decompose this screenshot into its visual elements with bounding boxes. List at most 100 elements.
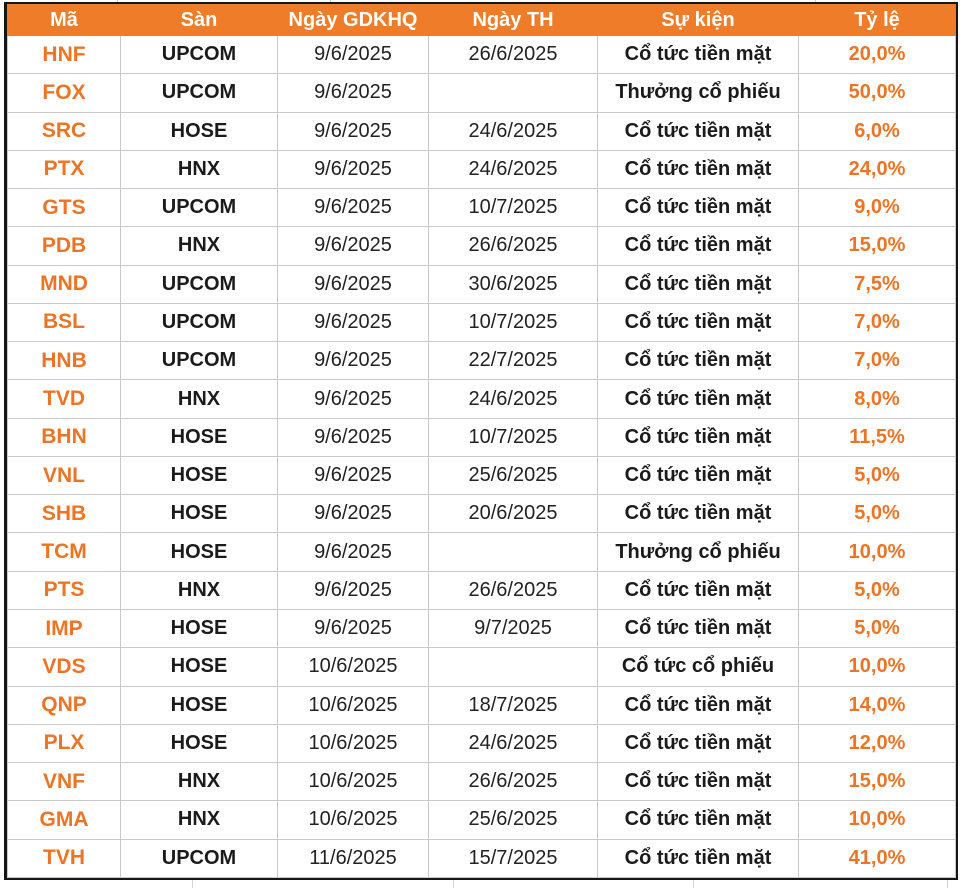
cell-exchange[interactable]: UPCOM	[120, 188, 278, 228]
cell-code[interactable]: SHB	[7, 494, 121, 534]
cell-ex_date[interactable]: 11/6/2025	[277, 838, 429, 879]
cell-ratio[interactable]: 9,0%	[798, 188, 956, 228]
cell-code[interactable]: PLX	[7, 723, 121, 764]
cell-exchange[interactable]: UPCOM	[120, 73, 278, 113]
cell-event[interactable]: Cổ tức cổ phiếu	[597, 647, 799, 687]
cell-event[interactable]: Thưởng cổ phiếu	[597, 73, 799, 113]
cell-event[interactable]: Cổ tức tiền mặt	[597, 264, 799, 304]
cell-event[interactable]: Cổ tức tiền mặt	[597, 417, 799, 457]
cell-ratio[interactable]: 14,0%	[798, 685, 956, 725]
cell-event[interactable]: Cổ tức tiền mặt	[597, 762, 799, 802]
cell-code[interactable]: VNL	[7, 455, 121, 496]
cell-code[interactable]: SRC	[7, 111, 121, 151]
cell-th_date[interactable]: 26/6/2025	[428, 762, 598, 802]
cell-ex_date[interactable]: 9/6/2025	[277, 417, 429, 457]
cell-ex_date[interactable]: 9/6/2025	[277, 570, 429, 610]
cell-ratio[interactable]: 15,0%	[798, 762, 956, 802]
cell-ratio[interactable]: 5,0%	[798, 455, 956, 496]
cell-code[interactable]: IMP	[7, 608, 121, 649]
cell-code[interactable]: VNF	[7, 762, 121, 802]
cell-event[interactable]: Cổ tức tiền mặt	[597, 608, 799, 649]
cell-code[interactable]: PTS	[7, 570, 121, 610]
cell-ratio[interactable]: 24,0%	[798, 149, 956, 190]
cell-exchange[interactable]: HNX	[120, 379, 278, 419]
column-header-th_date[interactable]: Ngày TH	[428, 4, 598, 36]
cell-th_date[interactable]: 24/6/2025	[428, 723, 598, 764]
cell-th_date[interactable]: 26/6/2025	[428, 570, 598, 610]
cell-th_date[interactable]: 10/7/2025	[428, 302, 598, 343]
cell-event[interactable]: Cổ tức tiền mặt	[597, 494, 799, 534]
cell-th_date[interactable]	[428, 532, 598, 572]
cell-ex_date[interactable]: 10/6/2025	[277, 723, 429, 764]
cell-ex_date[interactable]: 10/6/2025	[277, 800, 429, 840]
cell-th_date[interactable]: 24/6/2025	[428, 149, 598, 190]
cell-code[interactable]: TCM	[7, 532, 121, 572]
cell-ratio[interactable]: 5,0%	[798, 608, 956, 649]
cell-ratio[interactable]: 20,0%	[798, 34, 956, 75]
cell-ratio[interactable]: 8,0%	[798, 379, 956, 419]
cell-event[interactable]: Cổ tức tiền mặt	[597, 800, 799, 840]
cell-ratio[interactable]: 10,0%	[798, 532, 956, 572]
column-header-ex_date[interactable]: Ngày GDKHQ	[277, 4, 429, 36]
cell-ex_date[interactable]: 9/6/2025	[277, 532, 429, 572]
cell-exchange[interactable]: HNX	[120, 800, 278, 840]
cell-th_date[interactable]	[428, 647, 598, 687]
cell-code[interactable]: FOX	[7, 73, 121, 113]
cell-event[interactable]: Cổ tức tiền mặt	[597, 149, 799, 190]
cell-exchange[interactable]: HNX	[120, 570, 278, 610]
cell-ratio[interactable]: 10,0%	[798, 800, 956, 840]
cell-th_date[interactable]: 30/6/2025	[428, 264, 598, 304]
cell-ratio[interactable]: 50,0%	[798, 73, 956, 113]
cell-ex_date[interactable]: 9/6/2025	[277, 264, 429, 304]
cell-exchange[interactable]: UPCOM	[120, 838, 278, 879]
cell-code[interactable]: GTS	[7, 188, 121, 228]
cell-exchange[interactable]: HOSE	[120, 532, 278, 572]
cell-ex_date[interactable]: 9/6/2025	[277, 226, 429, 266]
cell-ex_date[interactable]: 10/6/2025	[277, 762, 429, 802]
cell-code[interactable]: HNF	[7, 34, 121, 75]
cell-th_date[interactable]: 25/6/2025	[428, 800, 598, 840]
cell-ex_date[interactable]: 9/6/2025	[277, 341, 429, 381]
cell-th_date[interactable]: 24/6/2025	[428, 379, 598, 419]
cell-ratio[interactable]: 5,0%	[798, 570, 956, 610]
cell-ex_date[interactable]: 9/6/2025	[277, 455, 429, 496]
cell-th_date[interactable]: 10/7/2025	[428, 417, 598, 457]
cell-exchange[interactable]: UPCOM	[120, 34, 278, 75]
cell-exchange[interactable]: HOSE	[120, 685, 278, 725]
cell-th_date[interactable]: 20/6/2025	[428, 494, 598, 534]
cell-event[interactable]: Cổ tức tiền mặt	[597, 34, 799, 75]
cell-ex_date[interactable]: 10/6/2025	[277, 647, 429, 687]
column-header-ratio[interactable]: Tỷ lệ	[798, 4, 956, 36]
cell-code[interactable]: HNB	[7, 341, 121, 381]
cell-ratio[interactable]: 12,0%	[798, 723, 956, 764]
cell-th_date[interactable]: 26/6/2025	[428, 34, 598, 75]
cell-th_date[interactable]: 25/6/2025	[428, 455, 598, 496]
cell-code[interactable]: BHN	[7, 417, 121, 457]
cell-code[interactable]: QNP	[7, 685, 121, 725]
cell-event[interactable]: Cổ tức tiền mặt	[597, 455, 799, 496]
cell-code[interactable]: GMA	[7, 800, 121, 840]
cell-event[interactable]: Cổ tức tiền mặt	[597, 226, 799, 266]
cell-ratio[interactable]: 15,0%	[798, 226, 956, 266]
cell-ratio[interactable]: 6,0%	[798, 111, 956, 151]
cell-event[interactable]: Thưởng cổ phiếu	[597, 532, 799, 572]
cell-ratio[interactable]: 10,0%	[798, 647, 956, 687]
cell-code[interactable]: PTX	[7, 149, 121, 190]
cell-exchange[interactable]: HOSE	[120, 647, 278, 687]
cell-ratio[interactable]: 7,0%	[798, 341, 956, 381]
cell-exchange[interactable]: HNX	[120, 149, 278, 190]
cell-ratio[interactable]: 7,0%	[798, 302, 956, 343]
cell-event[interactable]: Cổ tức tiền mặt	[597, 111, 799, 151]
cell-ratio[interactable]: 41,0%	[798, 838, 956, 879]
column-header-event[interactable]: Sự kiện	[597, 4, 799, 36]
cell-event[interactable]: Cổ tức tiền mặt	[597, 302, 799, 343]
cell-ex_date[interactable]: 9/6/2025	[277, 149, 429, 190]
cell-exchange[interactable]: HOSE	[120, 723, 278, 764]
cell-exchange[interactable]: HNX	[120, 762, 278, 802]
cell-code[interactable]: TVH	[7, 838, 121, 879]
cell-code[interactable]: VDS	[7, 647, 121, 687]
cell-th_date[interactable]: 26/6/2025	[428, 226, 598, 266]
cell-ex_date[interactable]: 10/6/2025	[277, 685, 429, 725]
cell-exchange[interactable]: UPCOM	[120, 341, 278, 381]
cell-th_date[interactable]: 15/7/2025	[428, 838, 598, 879]
